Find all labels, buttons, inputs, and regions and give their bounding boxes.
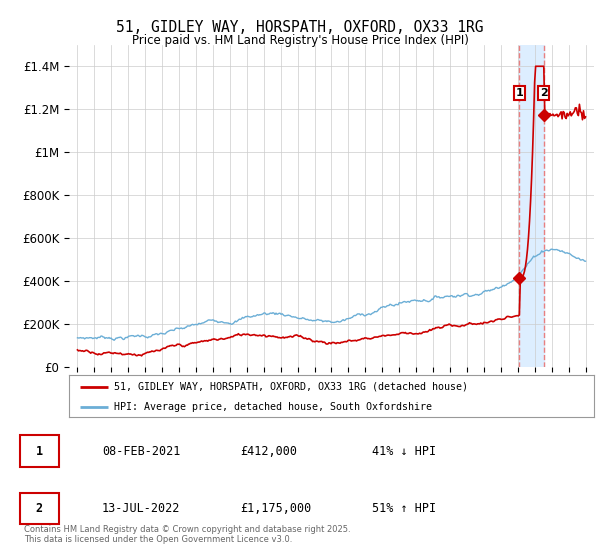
Text: 51% ↑ HPI: 51% ↑ HPI [372,502,436,515]
Text: 1: 1 [35,445,43,458]
Text: 51, GIDLEY WAY, HORSPATH, OXFORD, OX33 1RG (detached house): 51, GIDLEY WAY, HORSPATH, OXFORD, OX33 1… [113,382,467,392]
FancyBboxPatch shape [19,493,59,524]
Text: 08-FEB-2021: 08-FEB-2021 [102,445,181,458]
Bar [520,45,544,367]
Text: £412,000: £412,000 [240,445,297,458]
Text: 2: 2 [35,502,43,515]
Text: Price paid vs. HM Land Registry's House Price Index (HPI): Price paid vs. HM Land Registry's House … [131,34,469,46]
Text: 41% ↓ HPI: 41% ↓ HPI [372,445,436,458]
Text: Contains HM Land Registry data © Crown copyright and database right 2025.
This d: Contains HM Land Registry data © Crown c… [24,525,350,544]
Text: HPI: Average price, detached house, South Oxfordshire: HPI: Average price, detached house, Sout… [113,402,431,412]
FancyBboxPatch shape [19,436,59,467]
Text: £1,175,000: £1,175,000 [240,502,311,515]
Text: 51, GIDLEY WAY, HORSPATH, OXFORD, OX33 1RG: 51, GIDLEY WAY, HORSPATH, OXFORD, OX33 1… [116,20,484,35]
Text: 1: 1 [515,88,523,98]
Text: 13-JUL-2022: 13-JUL-2022 [102,502,181,515]
Text: 2: 2 [540,88,548,98]
